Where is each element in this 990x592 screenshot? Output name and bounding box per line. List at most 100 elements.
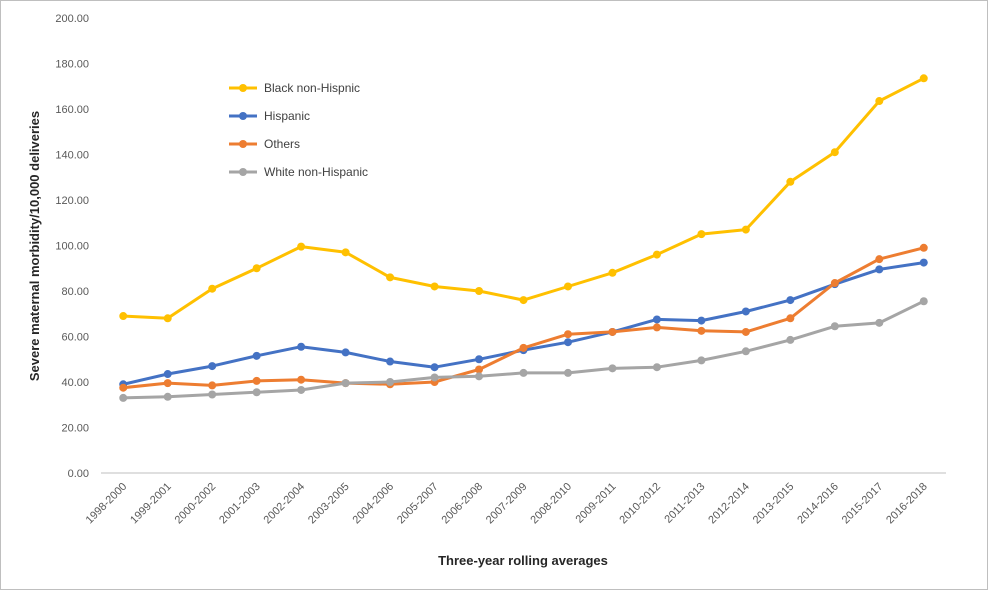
legend-label: White non-Hispanic [264, 165, 368, 179]
legend-item: Others [229, 137, 300, 151]
x-axis-title: Three-year rolling averages [438, 553, 608, 568]
data-point [830, 148, 839, 157]
x-tick-label: 2013-2015 [751, 481, 797, 527]
data-point [341, 248, 350, 257]
data-point [163, 379, 172, 388]
y-tick-label: 80.00 [61, 286, 89, 298]
x-tick-label: 2003-2005 [306, 481, 352, 527]
data-point [163, 370, 172, 379]
data-point [697, 316, 706, 325]
series-layer [119, 74, 928, 402]
data-point [741, 347, 750, 356]
data-point [163, 314, 172, 323]
data-point [608, 268, 617, 277]
x-tick-label: 2007-2009 [484, 481, 530, 527]
data-point [519, 296, 528, 305]
data-point [297, 342, 306, 351]
y-tick-label: 120.00 [55, 195, 89, 207]
x-tick-label: 2004-2006 [351, 481, 397, 527]
data-point [652, 250, 661, 259]
data-point [741, 307, 750, 316]
series-0 [119, 74, 928, 323]
data-point [919, 297, 928, 306]
data-point [919, 243, 928, 252]
y-tick-label: 100.00 [55, 241, 89, 253]
x-tick-label: 2008-2010 [528, 481, 574, 527]
data-point [697, 230, 706, 239]
data-point [830, 279, 839, 288]
data-point [519, 368, 528, 377]
y-tick-label: 40.00 [61, 377, 89, 389]
series-line [121, 246, 926, 390]
y-tick-label: 0.00 [68, 468, 89, 480]
data-point [475, 372, 484, 381]
data-point [563, 282, 572, 291]
x-tick-label: 2015-2017 [840, 481, 886, 527]
legend-marker [239, 112, 247, 120]
data-point [475, 365, 484, 374]
y-axis-title: Severe maternal morbidity/10,000 deliver… [27, 111, 42, 381]
data-point [386, 273, 395, 282]
data-point [252, 388, 261, 397]
data-point [563, 338, 572, 347]
legend: Black non-Hispnic Hispanic Others White non… [229, 81, 368, 179]
x-tick-label: 2016-2018 [884, 481, 930, 527]
series-line [121, 261, 926, 386]
data-point [919, 258, 928, 267]
data-point [475, 355, 484, 364]
data-point [875, 255, 884, 264]
y-tick-label: 140.00 [55, 150, 89, 162]
data-point [652, 323, 661, 332]
x-tick-label: 2001-2003 [217, 481, 263, 527]
data-point [652, 363, 661, 372]
data-point [475, 287, 484, 295]
y-tick-label: 20.00 [61, 423, 89, 435]
data-point [830, 322, 839, 331]
data-point [252, 376, 261, 385]
data-point [430, 363, 439, 372]
legend-marker [239, 140, 247, 148]
data-point [119, 383, 128, 392]
data-point [297, 375, 306, 384]
data-point [119, 393, 128, 402]
x-axis: 1998-20001999-20012000-20022001-20032002… [84, 472, 946, 527]
data-point [697, 356, 706, 365]
data-point [208, 284, 217, 293]
y-tick-label: 60.00 [61, 332, 89, 344]
data-point [563, 368, 572, 377]
x-tick-label: 2000-2002 [173, 481, 219, 527]
y-tick-label: 160.00 [55, 104, 89, 116]
data-point [119, 312, 128, 321]
data-point [608, 327, 617, 336]
x-tick-label: 1998-2000 [84, 481, 130, 527]
data-point [875, 318, 884, 327]
legend-marker [239, 84, 247, 92]
y-tick-label: 180.00 [55, 59, 89, 71]
data-point [786, 177, 795, 186]
data-point [297, 242, 306, 251]
data-point [608, 364, 617, 373]
series-2 [119, 243, 928, 392]
data-point [786, 296, 795, 305]
legend-item: White non-Hispanic [229, 165, 368, 179]
data-point [386, 357, 395, 366]
data-point [741, 327, 750, 336]
legend-marker [239, 168, 247, 176]
data-point [786, 314, 795, 323]
data-point [697, 326, 706, 335]
data-point [208, 381, 217, 390]
data-point [875, 265, 884, 274]
data-point [163, 392, 172, 401]
legend-item: Black non-Hispnic [229, 81, 360, 95]
legend-label: Black non-Hispnic [264, 81, 360, 95]
data-point [252, 264, 261, 273]
x-tick-label: 2006-2008 [439, 481, 485, 527]
legend-item: Hispanic [229, 109, 310, 123]
data-point [341, 348, 350, 357]
series-3 [119, 297, 928, 402]
x-tick-label: 2010-2012 [617, 481, 663, 527]
data-point [297, 385, 306, 394]
data-point [341, 379, 350, 388]
